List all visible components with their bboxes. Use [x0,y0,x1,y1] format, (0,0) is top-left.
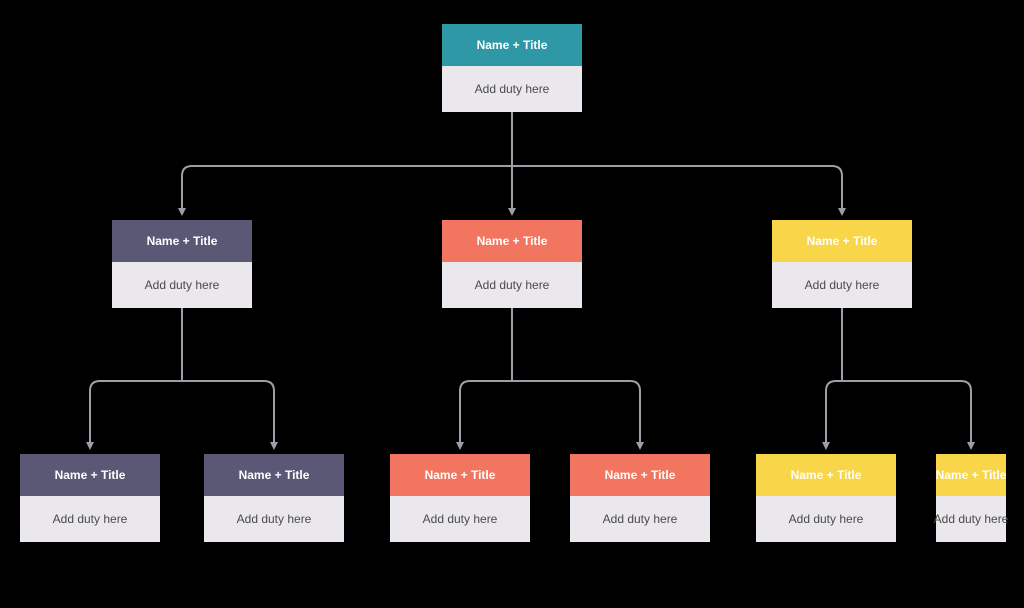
org-node-title: Name + Title [791,468,862,482]
org-node-duty: Add duty here [789,512,864,526]
org-node[interactable]: Name + Title Add duty here [570,454,710,542]
org-node-title: Name + Title [147,234,218,248]
org-node-duty: Add duty here [475,82,550,96]
org-node-title: Name + Title [239,468,310,482]
org-node-title: Name + Title [807,234,878,248]
org-node-title: Name + Title [55,468,126,482]
org-node[interactable]: Name + Title Add duty here [934,454,1009,542]
org-node[interactable]: Name + Title Add duty here [112,220,252,308]
org-node[interactable]: Name + Title Add duty here [772,220,912,308]
org-node-duty: Add duty here [805,278,880,292]
org-node-duty: Add duty here [934,512,1009,526]
connector [182,166,512,212]
org-node-duty: Add duty here [423,512,498,526]
connector [826,381,842,446]
org-chart: Name + Title Add duty here Name + Title Add… [0,0,1024,608]
org-node-title: Name + Title [425,468,496,482]
org-node-duty: Add duty here [475,278,550,292]
connector [842,381,971,446]
org-node-duty: Add duty here [53,512,128,526]
org-node-title: Name + Title [605,468,676,482]
org-node[interactable]: Name + Title Add duty here [756,454,896,542]
connector [512,381,640,446]
org-node-duty: Add duty here [237,512,312,526]
org-node[interactable]: Name + Title Add duty here [20,454,160,542]
org-node[interactable]: Name + Title Add duty here [204,454,344,542]
org-node-title: Name + Title [477,234,548,248]
org-node[interactable]: Name + Title Add duty here [442,220,582,308]
org-node[interactable]: Name + Title Add duty here [390,454,530,542]
connector [182,381,274,446]
connector [460,381,512,446]
connector [512,166,842,212]
org-node-title: Name + Title [936,468,1007,482]
org-node[interactable]: Name + Title Add duty here [442,24,582,112]
org-node-duty: Add duty here [145,278,220,292]
connector [90,381,182,446]
org-node-duty: Add duty here [603,512,678,526]
org-node-title: Name + Title [477,38,548,52]
